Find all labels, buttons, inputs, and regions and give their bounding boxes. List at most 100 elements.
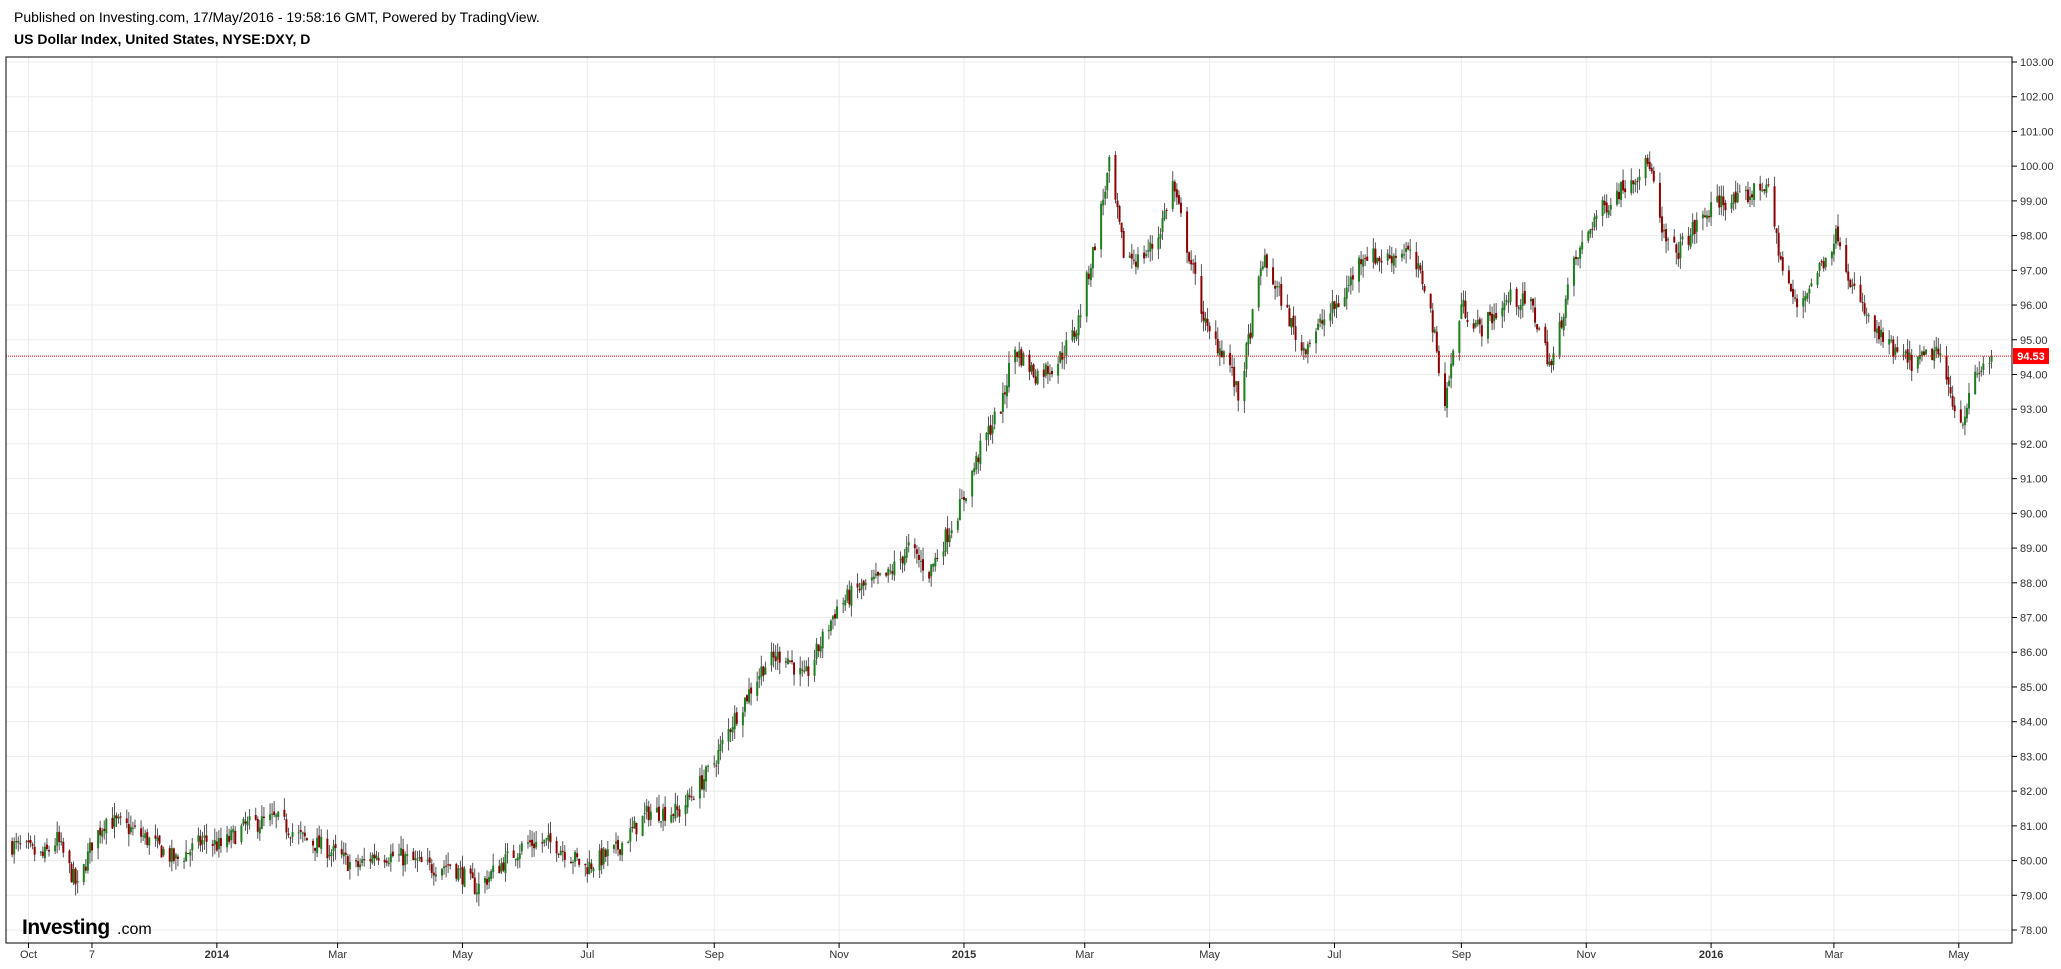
candle-body — [1190, 260, 1193, 265]
candle-body — [889, 570, 892, 572]
candle-body — [1904, 351, 1907, 354]
candle-body — [719, 744, 722, 752]
candle-body — [1882, 332, 1885, 342]
candle-body — [84, 866, 87, 871]
x-tick-label: May — [452, 949, 473, 961]
candle-body — [174, 854, 177, 859]
candle-body — [1636, 180, 1639, 182]
candle-body — [1892, 339, 1895, 357]
candle-body — [799, 667, 802, 675]
candle-body — [1204, 318, 1207, 323]
candle-body — [285, 819, 288, 833]
candle-body — [1922, 351, 1925, 356]
candle-body — [1706, 215, 1709, 219]
candle-body — [572, 862, 575, 864]
candle-body — [1689, 234, 1692, 247]
candle-body — [1259, 268, 1262, 277]
candle-body — [1177, 195, 1180, 204]
candle-body — [1521, 293, 1524, 306]
candle-body — [1036, 371, 1039, 384]
candle-body — [1677, 252, 1680, 260]
candle-body — [387, 862, 390, 865]
candle-body — [1194, 262, 1197, 274]
candle-body — [488, 876, 491, 883]
candle-body — [872, 576, 875, 579]
candle-body — [1961, 424, 1964, 426]
candle-body — [25, 841, 28, 843]
candle-body — [563, 851, 566, 860]
candle-body — [1362, 259, 1365, 267]
y-tick-label: 89.00 — [2020, 543, 2048, 555]
candle-body — [1804, 296, 1807, 301]
candle-body — [1974, 371, 1977, 395]
candle-body — [256, 819, 259, 832]
candle-body — [1687, 236, 1690, 245]
candle-body — [1708, 215, 1711, 218]
candle-body — [829, 620, 832, 631]
x-tick-label: 2015 — [952, 949, 976, 961]
candle-body — [144, 833, 147, 839]
candle-body — [1847, 271, 1850, 281]
candle-body — [774, 656, 777, 662]
candle-body — [1323, 319, 1326, 326]
candle-body — [260, 816, 263, 829]
candle-body — [420, 856, 423, 863]
candle-body — [1877, 326, 1880, 340]
candle-body — [844, 600, 847, 606]
candle-body — [733, 713, 736, 730]
candle-body — [1560, 320, 1563, 328]
candle-body — [850, 585, 853, 606]
candle-body — [205, 835, 208, 842]
candle-body — [1409, 249, 1412, 251]
candle-body — [1405, 247, 1408, 252]
candle-body — [1933, 350, 1936, 361]
candle-body — [1724, 202, 1727, 211]
candle-body — [1603, 200, 1606, 206]
candle-body — [1347, 284, 1350, 286]
candle-body — [475, 892, 478, 895]
candle-body — [432, 872, 435, 876]
candle-body — [678, 809, 681, 817]
candle-body — [846, 589, 849, 601]
candle-body — [330, 852, 333, 856]
candle-body — [831, 616, 834, 620]
candle-body — [340, 849, 343, 855]
candle-body — [979, 440, 982, 465]
candle-body — [344, 852, 347, 855]
candle-body — [1648, 161, 1651, 169]
candle-body — [131, 827, 134, 829]
candle-body — [1345, 287, 1348, 299]
candle-body — [363, 859, 366, 861]
candle-body — [1710, 202, 1713, 218]
candle-body — [614, 841, 617, 844]
candle-body — [879, 573, 882, 575]
candle-body — [60, 841, 63, 843]
candle-body — [1906, 349, 1909, 363]
candle-body — [1003, 392, 1006, 395]
candle-body — [357, 861, 360, 867]
candle-body — [758, 675, 761, 680]
candle-body — [197, 835, 200, 842]
candle-body — [1767, 184, 1770, 186]
candle-body — [1005, 385, 1008, 397]
candle-body — [788, 660, 791, 662]
candle-body — [217, 837, 220, 849]
candle-body — [1779, 256, 1782, 260]
candle-body — [1102, 199, 1105, 206]
y-tick-label: 85.00 — [2020, 682, 2048, 694]
logo-main: Investing — [22, 916, 110, 939]
x-tick-label: Nov — [1576, 949, 1596, 961]
candle-body — [1622, 180, 1625, 191]
x-axis[interactable]: Oct 7 2014 Mar May Jul Sep Nov 2015 Mar May Jul Sep N… — [20, 943, 1970, 961]
candle-body — [1796, 298, 1799, 308]
candle-body — [529, 840, 532, 843]
candle-body — [1286, 304, 1289, 308]
candle-body — [635, 822, 638, 835]
candle-body — [320, 837, 323, 849]
candle-body — [1290, 318, 1293, 328]
candle-body — [125, 818, 128, 824]
candle-body — [1544, 326, 1547, 343]
y-axis[interactable]: 78.00 79.00 80.00 81.00 82.00 83.00 84.00 85.00… — [2012, 57, 2054, 937]
